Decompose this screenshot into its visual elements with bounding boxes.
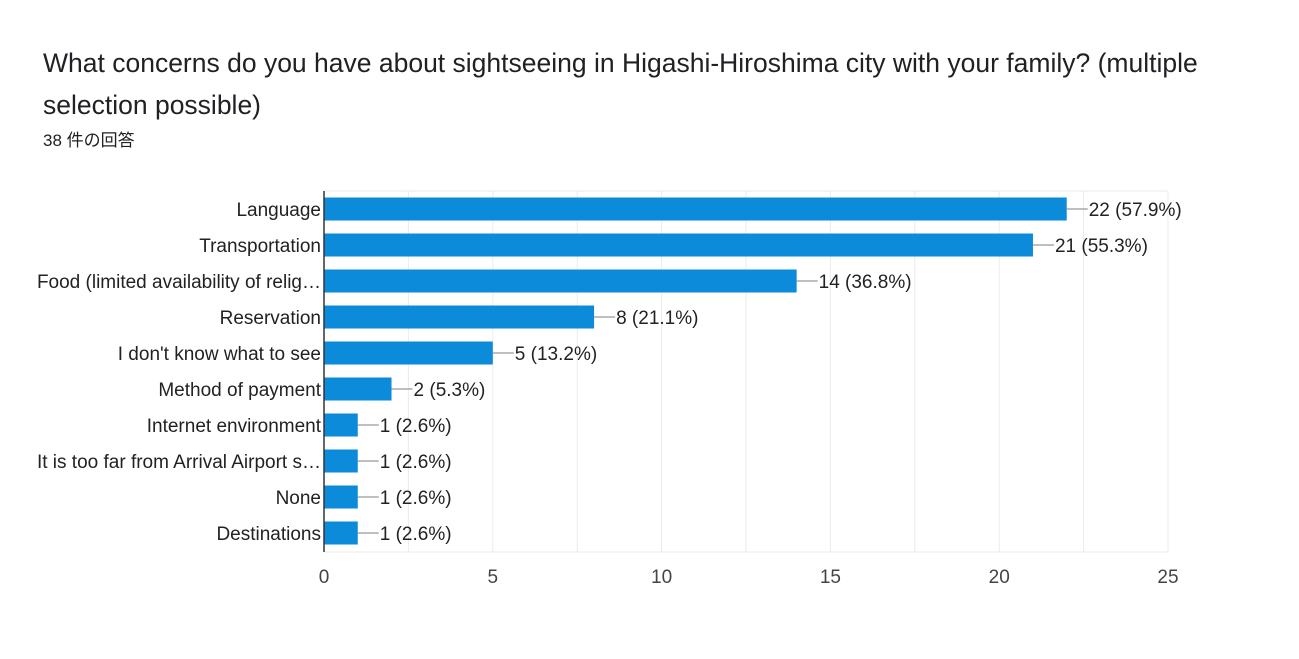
data-label: 22 (57.9%)	[1089, 200, 1182, 221]
data-label: 1 (2.6%)	[380, 488, 452, 509]
bar	[324, 341, 493, 365]
data-label: 1 (2.6%)	[380, 416, 452, 437]
bar	[324, 197, 1067, 221]
bar	[324, 521, 358, 545]
data-label: 1 (2.6%)	[380, 452, 452, 473]
category-label: Destinations	[216, 524, 321, 545]
data-label: 1 (2.6%)	[380, 524, 452, 545]
bar	[324, 413, 358, 437]
category-label: Food (limited availability of relig…	[37, 272, 321, 293]
data-label: 5 (13.2%)	[515, 344, 597, 365]
data-label: 14 (36.8%)	[819, 272, 912, 293]
x-tick-label: 25	[1157, 567, 1178, 588]
question-title: What concerns do you have about sightsee…	[43, 48, 1198, 120]
category-label: Language	[236, 200, 321, 221]
bars	[324, 197, 1067, 545]
x-tick-label: 10	[651, 567, 672, 588]
bar	[324, 377, 392, 401]
bar	[324, 449, 358, 473]
category-label: Internet environment	[147, 416, 322, 437]
bar	[324, 485, 358, 509]
response-count: 38 件の回答	[43, 131, 135, 150]
bar	[324, 233, 1033, 257]
category-label: Method of payment	[158, 380, 321, 401]
x-tick-label: 20	[989, 567, 1010, 588]
data-label: 2 (5.3%)	[414, 380, 486, 401]
category-label: Reservation	[220, 308, 321, 329]
x-tick-label: 0	[319, 567, 330, 588]
category-label: None	[276, 488, 321, 509]
category-label: I don't know what to see	[118, 344, 321, 365]
category-label: Transportation	[199, 236, 321, 257]
bar	[324, 269, 797, 293]
x-tick-label: 15	[820, 567, 841, 588]
bar	[324, 305, 595, 329]
labels: 22 (57.9%) Language 21 (55.3%) Transportati…	[37, 200, 1182, 588]
x-tick-label: 5	[488, 567, 499, 588]
data-label: 8 (21.1%)	[616, 308, 698, 329]
category-label: It is too far from Arrival Airport s…	[37, 452, 321, 473]
data-label: 21 (55.3%)	[1055, 236, 1148, 257]
